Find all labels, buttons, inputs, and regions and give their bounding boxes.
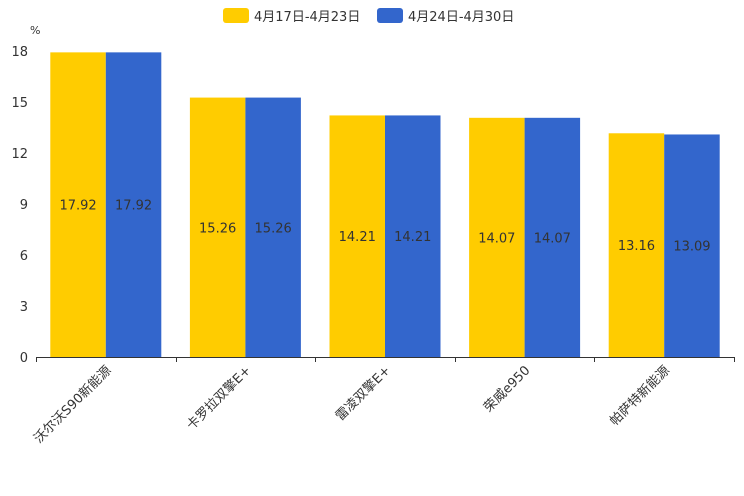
y-tick-label-0: 0 [20, 351, 28, 366]
data-label-series-2-2: 14.21 [394, 230, 431, 245]
y-tick-label-2: 6 [20, 249, 28, 264]
bar-series-1-0[interactable] [50, 52, 106, 358]
y-tick-label-4: 12 [11, 147, 28, 162]
bar-series-1-1[interactable] [189, 97, 246, 357]
legend-item-series-1[interactable]: 4月17日-4月23日 [223, 8, 360, 25]
legend-swatch-series-2 [377, 8, 403, 23]
legend: 4月17日-4月23日 4月24日-4月30日 [223, 8, 514, 25]
y-tick-label-5: 15 [11, 96, 28, 111]
legend-swatch-series-1 [223, 8, 249, 23]
data-label-series-2-1: 15.26 [255, 221, 292, 236]
y-tick-label-6: 18 [11, 45, 28, 60]
bar-series-1-3[interactable] [469, 117, 525, 357]
x-category-label-4: 帕萨特新能源 [607, 363, 673, 429]
bar-series-2-0[interactable] [105, 52, 162, 358]
bar-series-2-2[interactable] [385, 115, 441, 358]
data-label-series-1-1: 15.26 [199, 221, 236, 236]
bar-series-1-2[interactable] [329, 115, 386, 358]
data-label-series-1-3: 14.07 [478, 231, 515, 246]
data-label-series-1-4: 13.16 [618, 239, 655, 254]
bar-series-2-3[interactable] [524, 117, 581, 357]
bar-series-1-4[interactable] [608, 133, 665, 357]
y-tick-label-1: 3 [20, 300, 28, 315]
x-category-label-1: 卡罗拉双擎E+ [184, 363, 254, 433]
bar-series-2-1[interactable] [245, 97, 301, 357]
y-tick-label-3: 9 [20, 198, 28, 213]
x-category-label-2: 雷凌双擎E+ [333, 363, 394, 424]
y-axis-unit-label: % [30, 24, 40, 37]
plot-area: 0 3 6 9 12 15 18 17.92 17.92 沃尔沃S90新能源 15.26 15.26 卡… [11, 45, 735, 447]
bar-series-2-4[interactable] [664, 134, 720, 357]
legend-label-series-2: 4月24日-4月30日 [408, 10, 514, 25]
data-label-series-2-3: 14.07 [534, 231, 571, 246]
data-label-series-1-2: 14.21 [339, 230, 376, 245]
x-category-label-3: 荣威e950 [481, 363, 533, 415]
data-label-series-1-0: 17.92 [59, 199, 96, 214]
data-label-series-2-4: 13.09 [673, 240, 710, 255]
data-label-series-2-0: 17.92 [115, 199, 152, 214]
legend-item-series-2[interactable]: 4月24日-4月30日 [377, 8, 514, 25]
legend-label-series-1: 4月17日-4月23日 [254, 10, 360, 25]
x-category-label-0: 沃尔沃S90新能源 [31, 363, 115, 447]
